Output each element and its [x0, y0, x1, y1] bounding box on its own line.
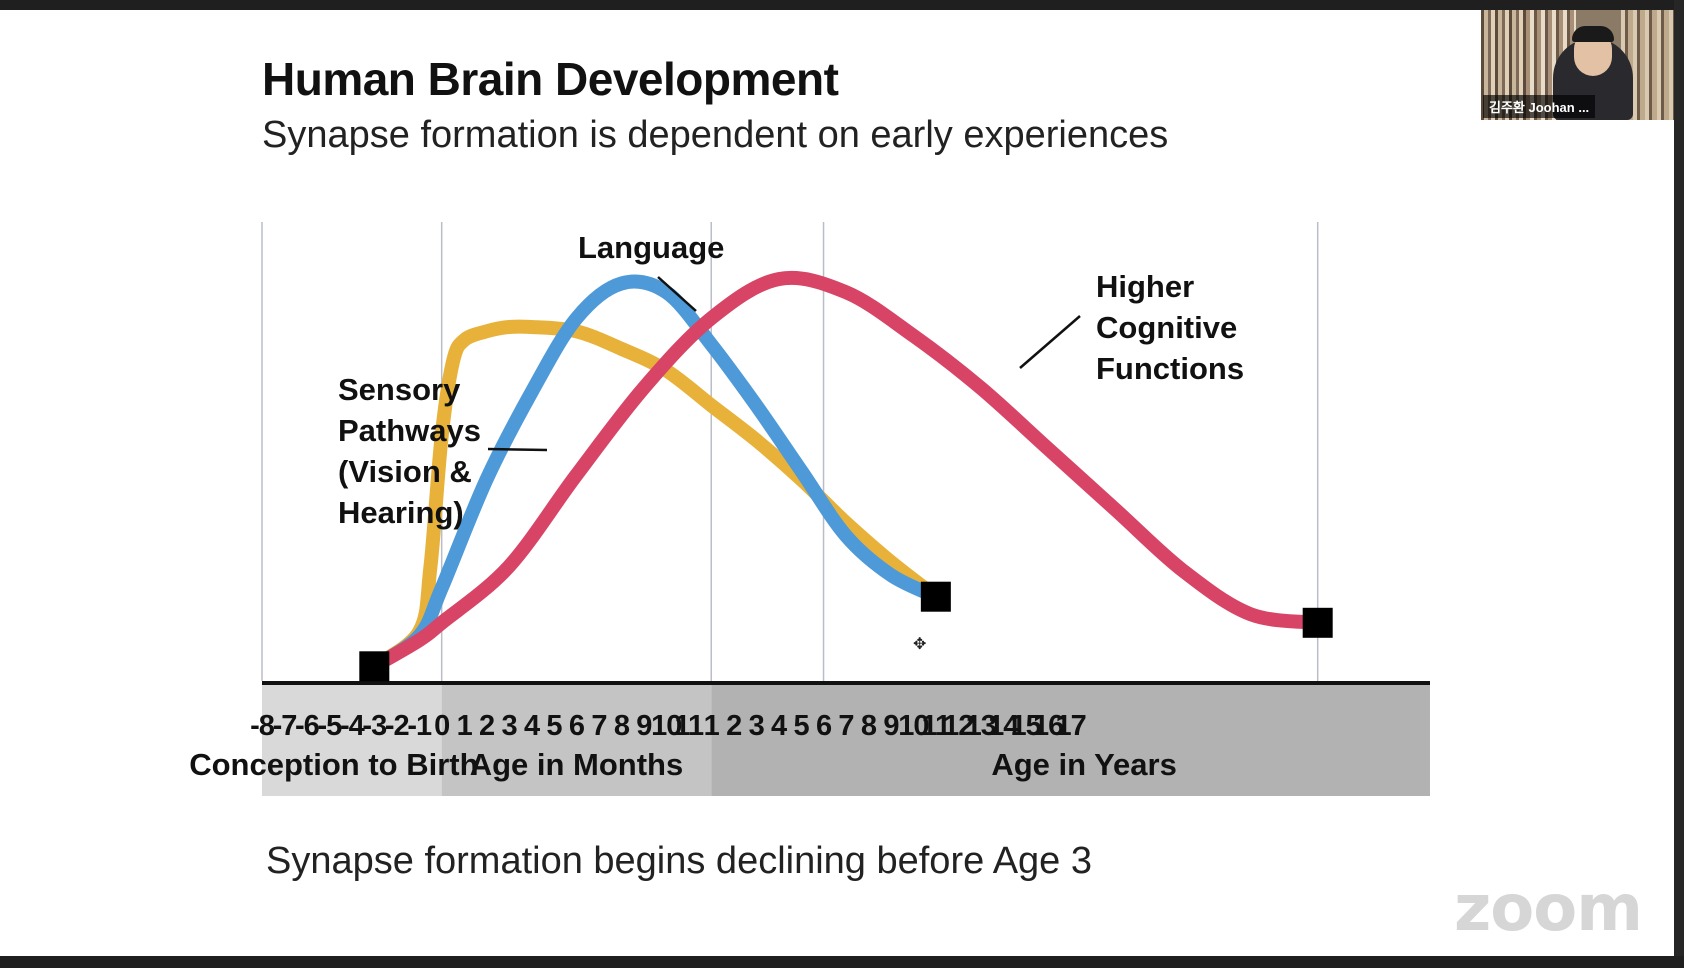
x-tick-label: 0 — [434, 710, 449, 742]
window-bottom-bar — [0, 956, 1684, 968]
label-leader-lines — [487, 276, 1081, 452]
higher-cognitive-label-line: Higher — [1096, 269, 1194, 304]
endpoint-marker — [1302, 607, 1333, 638]
x-tick-label: 5 — [546, 710, 562, 742]
x-tick-label: 2 — [479, 710, 494, 742]
higher-cognitive-label-line: Cognitive — [1096, 310, 1237, 345]
x-tick-label: 11 — [674, 710, 704, 742]
x-tick-label: -6 — [295, 710, 320, 742]
x-tick-label: 11 — [922, 710, 952, 742]
x-tick-label: 5 — [794, 710, 810, 742]
series-lines — [367, 270, 1325, 674]
sensory-pathways-label-line: Hearing) — [338, 495, 464, 530]
sensory-pathways-label-line: Sensory — [338, 372, 461, 407]
endpoint-marker — [359, 651, 390, 682]
x-tick-label: 2 — [726, 710, 741, 742]
participant-video-tile[interactable]: 김주환 Joohan ... — [1481, 10, 1674, 120]
participant-name-label: 김주환 Joohan ... — [1483, 95, 1596, 118]
x-tick-label: -2 — [385, 710, 409, 742]
sensory-pathways-label: Sensory Pathways (Vision & Hearing) — [338, 372, 481, 530]
sensory-pathways-label-line: Pathways — [338, 413, 481, 448]
higher-cognitive-leader-line — [1019, 315, 1081, 369]
x-group-label: Conception to Birth — [189, 747, 478, 782]
x-tick-label: 13 — [966, 710, 997, 742]
x-tick-label: 7 — [591, 710, 606, 742]
language-leader-line — [657, 276, 697, 312]
x-tick-label: 14 — [988, 710, 1019, 742]
x-tick-label: 15 — [1011, 710, 1042, 742]
x-tick-label: -3 — [362, 710, 387, 742]
x-tick-label: 1 — [457, 710, 473, 742]
move-cursor-icon: ✥ — [913, 636, 927, 653]
x-group-label: Age in Years — [991, 747, 1177, 782]
zoom-watermark: zoom — [1454, 872, 1643, 946]
window-top-bar — [0, 0, 1684, 10]
higher-cognitive-label-line: Functions — [1096, 351, 1244, 386]
brain-development-chart: Sensory Pathways (Vision & Hearing) Language… — [189, 222, 1430, 796]
slide-subtitle: Synapse formation is dependent on early … — [262, 114, 1169, 156]
shared-slide: Sensory Pathways (Vision & Hearing) Language… — [0, 10, 1674, 956]
x-tick-label: 10 — [651, 710, 681, 742]
sensory-leader-line — [487, 447, 548, 452]
x-tick-label: -4 — [340, 710, 365, 742]
x-group-label: Age in Months — [470, 747, 684, 782]
x-tick-label: 17 — [1055, 710, 1085, 742]
language-line — [367, 274, 943, 674]
axis-band-1 — [262, 685, 442, 796]
slide-title: Human Brain Development — [262, 53, 839, 105]
x-tick-label: 6 — [569, 710, 585, 742]
endpoint-markers — [359, 581, 1333, 682]
sensory-pathways-label-line: (Vision & — [338, 454, 472, 489]
x-tick-label: 12 — [943, 710, 973, 742]
endpoint-marker — [920, 581, 951, 612]
axis-band-3 — [711, 685, 1430, 796]
x-tick-label: 8 — [861, 710, 877, 742]
x-tick-label: 10 — [898, 710, 928, 742]
x-tick-label: -8 — [250, 710, 275, 742]
x-tick-label: 9 — [883, 710, 899, 742]
axis-band-2 — [441, 685, 712, 796]
x-tick-label: -5 — [317, 710, 342, 742]
higher-cognitive-line — [367, 270, 1325, 674]
x-tick-label: 7 — [838, 710, 853, 742]
x-tick-label: 3 — [749, 710, 765, 742]
window-right-bar — [1674, 0, 1684, 968]
x-tick-label: 4 — [524, 710, 540, 742]
x-tick-label: 9 — [636, 710, 652, 742]
x-tick-label: 8 — [614, 710, 630, 742]
x-tick-label: 16 — [1033, 710, 1064, 742]
higher-cognitive-label: Higher Cognitive Functions — [1096, 269, 1244, 386]
language-label: Language — [578, 230, 724, 265]
x-tick-label: -7 — [273, 710, 297, 742]
series-labels: Sensory Pathways (Vision & Hearing) Language… — [338, 230, 1244, 530]
axis-bands — [262, 681, 1430, 796]
x-tick-label: 4 — [771, 710, 787, 742]
participant-hair — [1572, 26, 1614, 42]
x-tick-label: 6 — [816, 710, 832, 742]
slide-footer-text: Synapse formation begins declining befor… — [266, 840, 1092, 882]
x-tick-label: 1 — [704, 710, 720, 742]
x-tick-label: -1 — [407, 710, 432, 742]
language-label-line: Language — [578, 230, 724, 265]
x-tick-label: 3 — [502, 710, 518, 742]
